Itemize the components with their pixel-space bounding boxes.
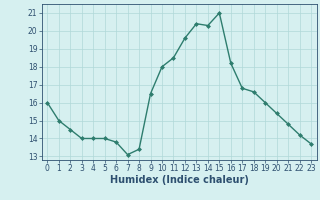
X-axis label: Humidex (Indice chaleur): Humidex (Indice chaleur) [110, 175, 249, 185]
